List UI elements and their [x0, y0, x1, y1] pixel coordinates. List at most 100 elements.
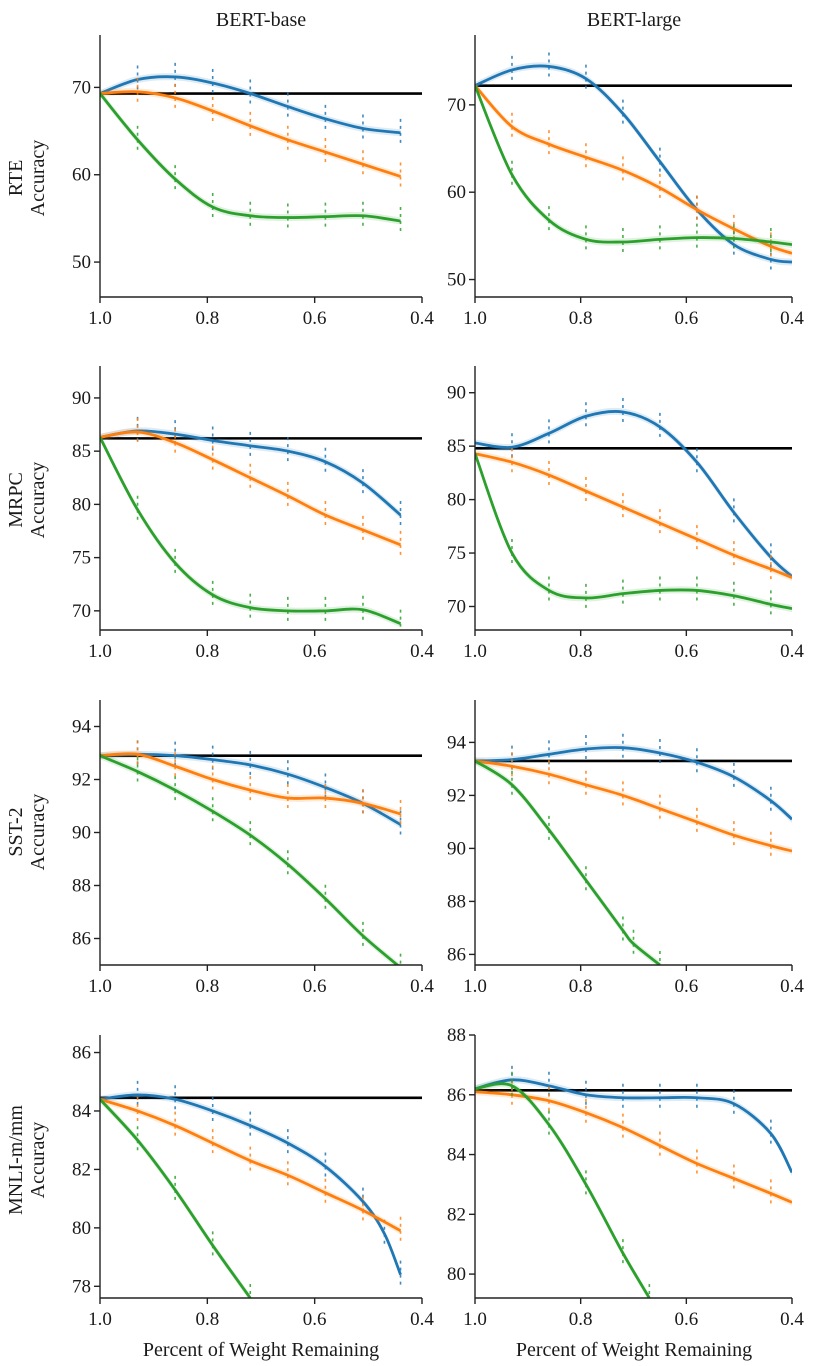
x-tick-label: 0.6 [674, 976, 698, 997]
y-tick-label: 60 [447, 182, 466, 203]
x-tick-label: 0.8 [195, 976, 219, 997]
series-line-green [100, 92, 401, 223]
series-line-orange [100, 430, 402, 547]
confidence-band-green [475, 450, 792, 613]
x-tick-label: 1.0 [463, 976, 487, 997]
subplot-mrpc-bert-large: 70 75 80 85 90 1.0 0.8 0.6 0.4 [447, 366, 804, 662]
row-label-rte-name: RTE [5, 160, 27, 197]
confidence-band-orange [100, 428, 401, 549]
confidence-band-blue [100, 1091, 401, 1279]
confidence-band-blue [475, 1076, 792, 1176]
row-label-mnli: MNLI-m/mm Accuracy [5, 1105, 49, 1215]
y-tick-label: 90 [72, 388, 91, 409]
x-tick-label: 0.4 [410, 1309, 434, 1330]
y-tick-label: 92 [72, 770, 91, 791]
x-tick-label: 0.6 [303, 641, 327, 662]
x-tick-label: 1.0 [463, 308, 487, 329]
y-tick-label: 82 [447, 1204, 466, 1225]
row-label-mrpc-name: MRPC [5, 472, 27, 528]
subplot-sst2-bert-base: 86 88 90 92 94 1.0 0.8 0.6 0.4 [72, 700, 434, 997]
series-line-blue [100, 429, 402, 517]
y-tick-label: 86 [72, 1043, 91, 1064]
confidence-band-orange [100, 1095, 401, 1235]
series-line-blue [475, 64, 792, 264]
row-label-mnli-accuracy: Accuracy [27, 1122, 49, 1199]
confidence-band-orange [475, 450, 792, 582]
x-tick-label: 0.8 [195, 641, 219, 662]
x-tick-label: 0.8 [569, 308, 593, 329]
row-label-sst2-accuracy: Accuracy [27, 794, 49, 871]
confidence-band-blue [475, 407, 792, 581]
row-label-sst2: SST-2 Accuracy [5, 794, 49, 871]
series-line-blue [475, 746, 792, 821]
x-tick-label: 1.0 [88, 641, 112, 662]
x-tick-label: 0.6 [674, 308, 698, 329]
y-tick-label: 85 [447, 436, 466, 457]
x-tick-label: 0.6 [674, 641, 698, 662]
series-line-green [100, 436, 402, 625]
x-tick-label: 0.6 [303, 1309, 327, 1330]
x-tick-label: 0.4 [780, 641, 804, 662]
series-line-orange [475, 1090, 792, 1204]
y-tick-label: 85 [72, 441, 91, 462]
x-tick-label: 1.0 [463, 641, 487, 662]
y-tick-label: 88 [447, 891, 466, 912]
y-tick-label: 80 [447, 1264, 466, 1285]
plot-area [100, 416, 422, 630]
x-tick-label: 1.0 [88, 308, 112, 329]
y-tick-label: 75 [72, 548, 91, 569]
subplot-rte-bert-base: 50 60 70 1.0 0.8 0.6 0.4 [72, 35, 434, 329]
x-tick-label: 0.8 [569, 976, 593, 997]
confidence-band-orange [475, 757, 792, 855]
series-line-green [475, 453, 792, 610]
x-tick-label: 0.4 [780, 308, 804, 329]
row-label-rte-accuracy: Accuracy [27, 140, 49, 217]
x-tick-label: 0.8 [195, 1309, 219, 1330]
subplot-mnli-bert-base: 78 80 82 84 86 1.0 0.8 0.6 0.4 [72, 1035, 434, 1330]
y-tick-label: 80 [72, 1218, 91, 1239]
y-tick-label: 78 [72, 1276, 91, 1297]
y-tick-label: 70 [72, 601, 91, 622]
plot-area [100, 1080, 422, 1298]
x-tick-label: 0.4 [410, 976, 434, 997]
series-line-green [100, 754, 400, 965]
y-tick-label: 94 [447, 732, 467, 753]
y-tick-label: 88 [72, 876, 91, 897]
x-tick-label: 0.4 [780, 1309, 804, 1330]
x-tick-label: 1.0 [463, 1309, 487, 1330]
x-tick-label: 0.8 [569, 1309, 593, 1330]
y-tick-label: 80 [72, 494, 91, 515]
y-tick-label: 50 [72, 252, 91, 273]
xlabel-left: Percent of Weight Remaining [143, 1339, 379, 1361]
series-line-blue [475, 1078, 792, 1174]
y-tick-label: 94 [72, 717, 92, 738]
col-title-bert-large: BERT-large [587, 9, 681, 31]
y-tick-label: 86 [72, 929, 91, 950]
y-tick-label: 86 [447, 1085, 466, 1106]
series-line-blue [100, 752, 402, 826]
y-tick-label: 84 [72, 1101, 92, 1122]
confidence-band-orange [475, 82, 792, 257]
series-line-orange [100, 90, 401, 178]
series-line-orange [475, 452, 792, 579]
y-tick-label: 90 [72, 823, 91, 844]
row-label-rte: RTE Accuracy [5, 140, 49, 217]
y-tick-label: 60 [72, 165, 91, 186]
series-line-orange [475, 759, 792, 853]
x-tick-label: 0.8 [569, 641, 593, 662]
row-label-mnli-name: MNLI-m/mm [5, 1105, 27, 1215]
row-label-mrpc-accuracy: Accuracy [27, 462, 49, 539]
x-tick-label: 0.8 [195, 308, 219, 329]
plot-area [100, 740, 422, 965]
series-line-green [475, 759, 661, 965]
y-tick-label: 70 [447, 95, 466, 116]
series-line-orange [100, 752, 401, 816]
y-tick-label: 90 [447, 383, 466, 404]
y-tick-label: 84 [447, 1145, 467, 1166]
confidence-band-green [475, 1080, 650, 1298]
y-tick-label: 88 [447, 1025, 466, 1046]
plot-area [100, 62, 422, 236]
series-line-green [475, 1082, 651, 1298]
subplot-mrpc-bert-base: 70 75 80 85 90 1.0 0.8 0.6 0.4 [72, 366, 434, 662]
